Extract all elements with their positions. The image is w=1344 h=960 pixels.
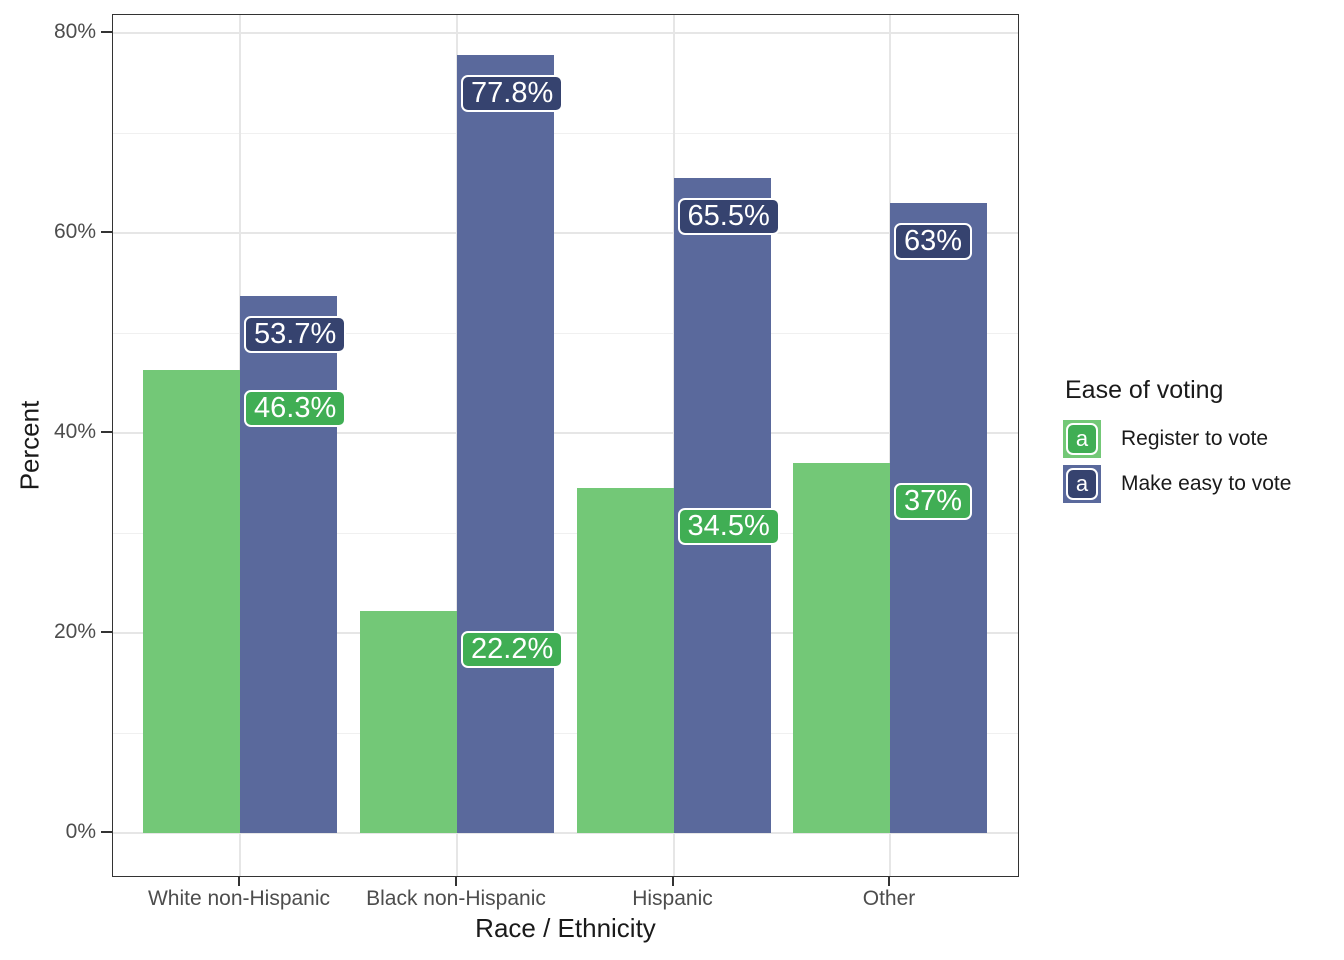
y-axis-tick-20 <box>101 631 112 633</box>
x-axis-tick-label-other: Other <box>862 887 916 910</box>
legend-item-make-easy-to-vote: a Make easy to vote <box>1063 465 1291 503</box>
x-axis-tick-white-non-hispanic <box>238 877 240 886</box>
bar-make-easy-to-vote-black-non-hispanic <box>457 55 554 833</box>
bar-make-easy-to-vote-white-non-hispanic <box>240 296 337 833</box>
value-label-register-to-vote-white-non-hispanic: 46.3% <box>244 390 347 427</box>
gridline-major-40 <box>113 432 1018 434</box>
bar-register-to-vote-other <box>793 463 890 833</box>
x-axis-tick-hispanic <box>671 877 674 886</box>
bar-register-to-vote-white-non-hispanic <box>143 370 240 833</box>
value-label-make-easy-to-vote-black-non-hispanic: 77.8% <box>461 75 564 112</box>
x-axis-title: Race / Ethnicity <box>475 913 656 943</box>
legend-item-label: Register to vote <box>1121 427 1269 450</box>
y-axis-tick-80 <box>101 31 112 33</box>
bar-register-to-vote-hispanic <box>576 488 674 833</box>
legend-key-swatch-make-easy-to-vote: a <box>1063 465 1101 503</box>
plot-panel: 46.3% 22.2% 34.5% 37% 53.7% 77.8% 65.5% 63% <box>112 14 1019 877</box>
y-axis-tick-label-20: 20% <box>53 620 96 643</box>
legend: Ease of voting a Register to vote a Make ea… <box>1063 376 1291 510</box>
y-axis-tick-40 <box>101 431 112 433</box>
gridline-minor-50 <box>113 332 1018 334</box>
y-axis-tick-0 <box>101 831 112 833</box>
x-axis-tick-black-non-hispanic <box>455 877 457 886</box>
gridline-major-20 <box>113 632 1018 634</box>
y-axis-tick-label-0: 0% <box>65 820 96 843</box>
x-axis-tick-label-black-non-hispanic: Black non-Hispanic <box>366 887 546 910</box>
legend-key-label-glyph: a <box>1066 468 1098 500</box>
gridline-minor-10 <box>113 732 1018 734</box>
x-axis-tick-other <box>888 877 890 886</box>
value-label-make-easy-to-vote-other: 63% <box>894 223 973 260</box>
y-axis-tick-60 <box>101 231 112 233</box>
value-label-make-easy-to-vote-hispanic: 65.5% <box>677 198 780 235</box>
value-label-register-to-vote-black-non-hispanic: 22.2% <box>461 631 564 668</box>
y-axis-title-wrap: Percent <box>0 14 77 877</box>
gridline-minor-70 <box>113 132 1018 134</box>
gridline-major-80 <box>113 32 1018 34</box>
legend-key-swatch-register-to-vote: a <box>1063 420 1101 458</box>
value-label-make-easy-to-vote-white-non-hispanic: 53.7% <box>244 316 347 353</box>
legend-item-register-to-vote: a Register to vote <box>1063 420 1291 458</box>
y-axis-tick-label-60: 60% <box>53 220 96 243</box>
bar-make-easy-to-vote-hispanic <box>673 178 771 833</box>
value-label-register-to-vote-other: 37% <box>894 483 973 520</box>
gridline-major-60 <box>113 232 1018 234</box>
y-axis-title: Percent <box>13 400 44 491</box>
bar-register-to-vote-black-non-hispanic <box>360 611 457 833</box>
legend-item-label: Make easy to vote <box>1121 472 1292 495</box>
gridline-major-0 <box>113 832 1018 834</box>
legend-title: Ease of voting <box>1065 376 1224 404</box>
gridline-minor-30 <box>113 532 1018 534</box>
y-axis-tick-label-80: 80% <box>53 20 96 43</box>
x-axis-tick-label-hispanic: Hispanic <box>632 887 713 910</box>
legend-items: a Register to vote a Make easy to vote <box>1063 420 1291 503</box>
legend-key-label-glyph: a <box>1066 423 1098 455</box>
x-axis-tick-label-white-non-hispanic: White non-Hispanic <box>147 887 331 910</box>
value-label-register-to-vote-hispanic: 34.5% <box>677 508 780 545</box>
y-axis-tick-label-40: 40% <box>53 420 96 443</box>
